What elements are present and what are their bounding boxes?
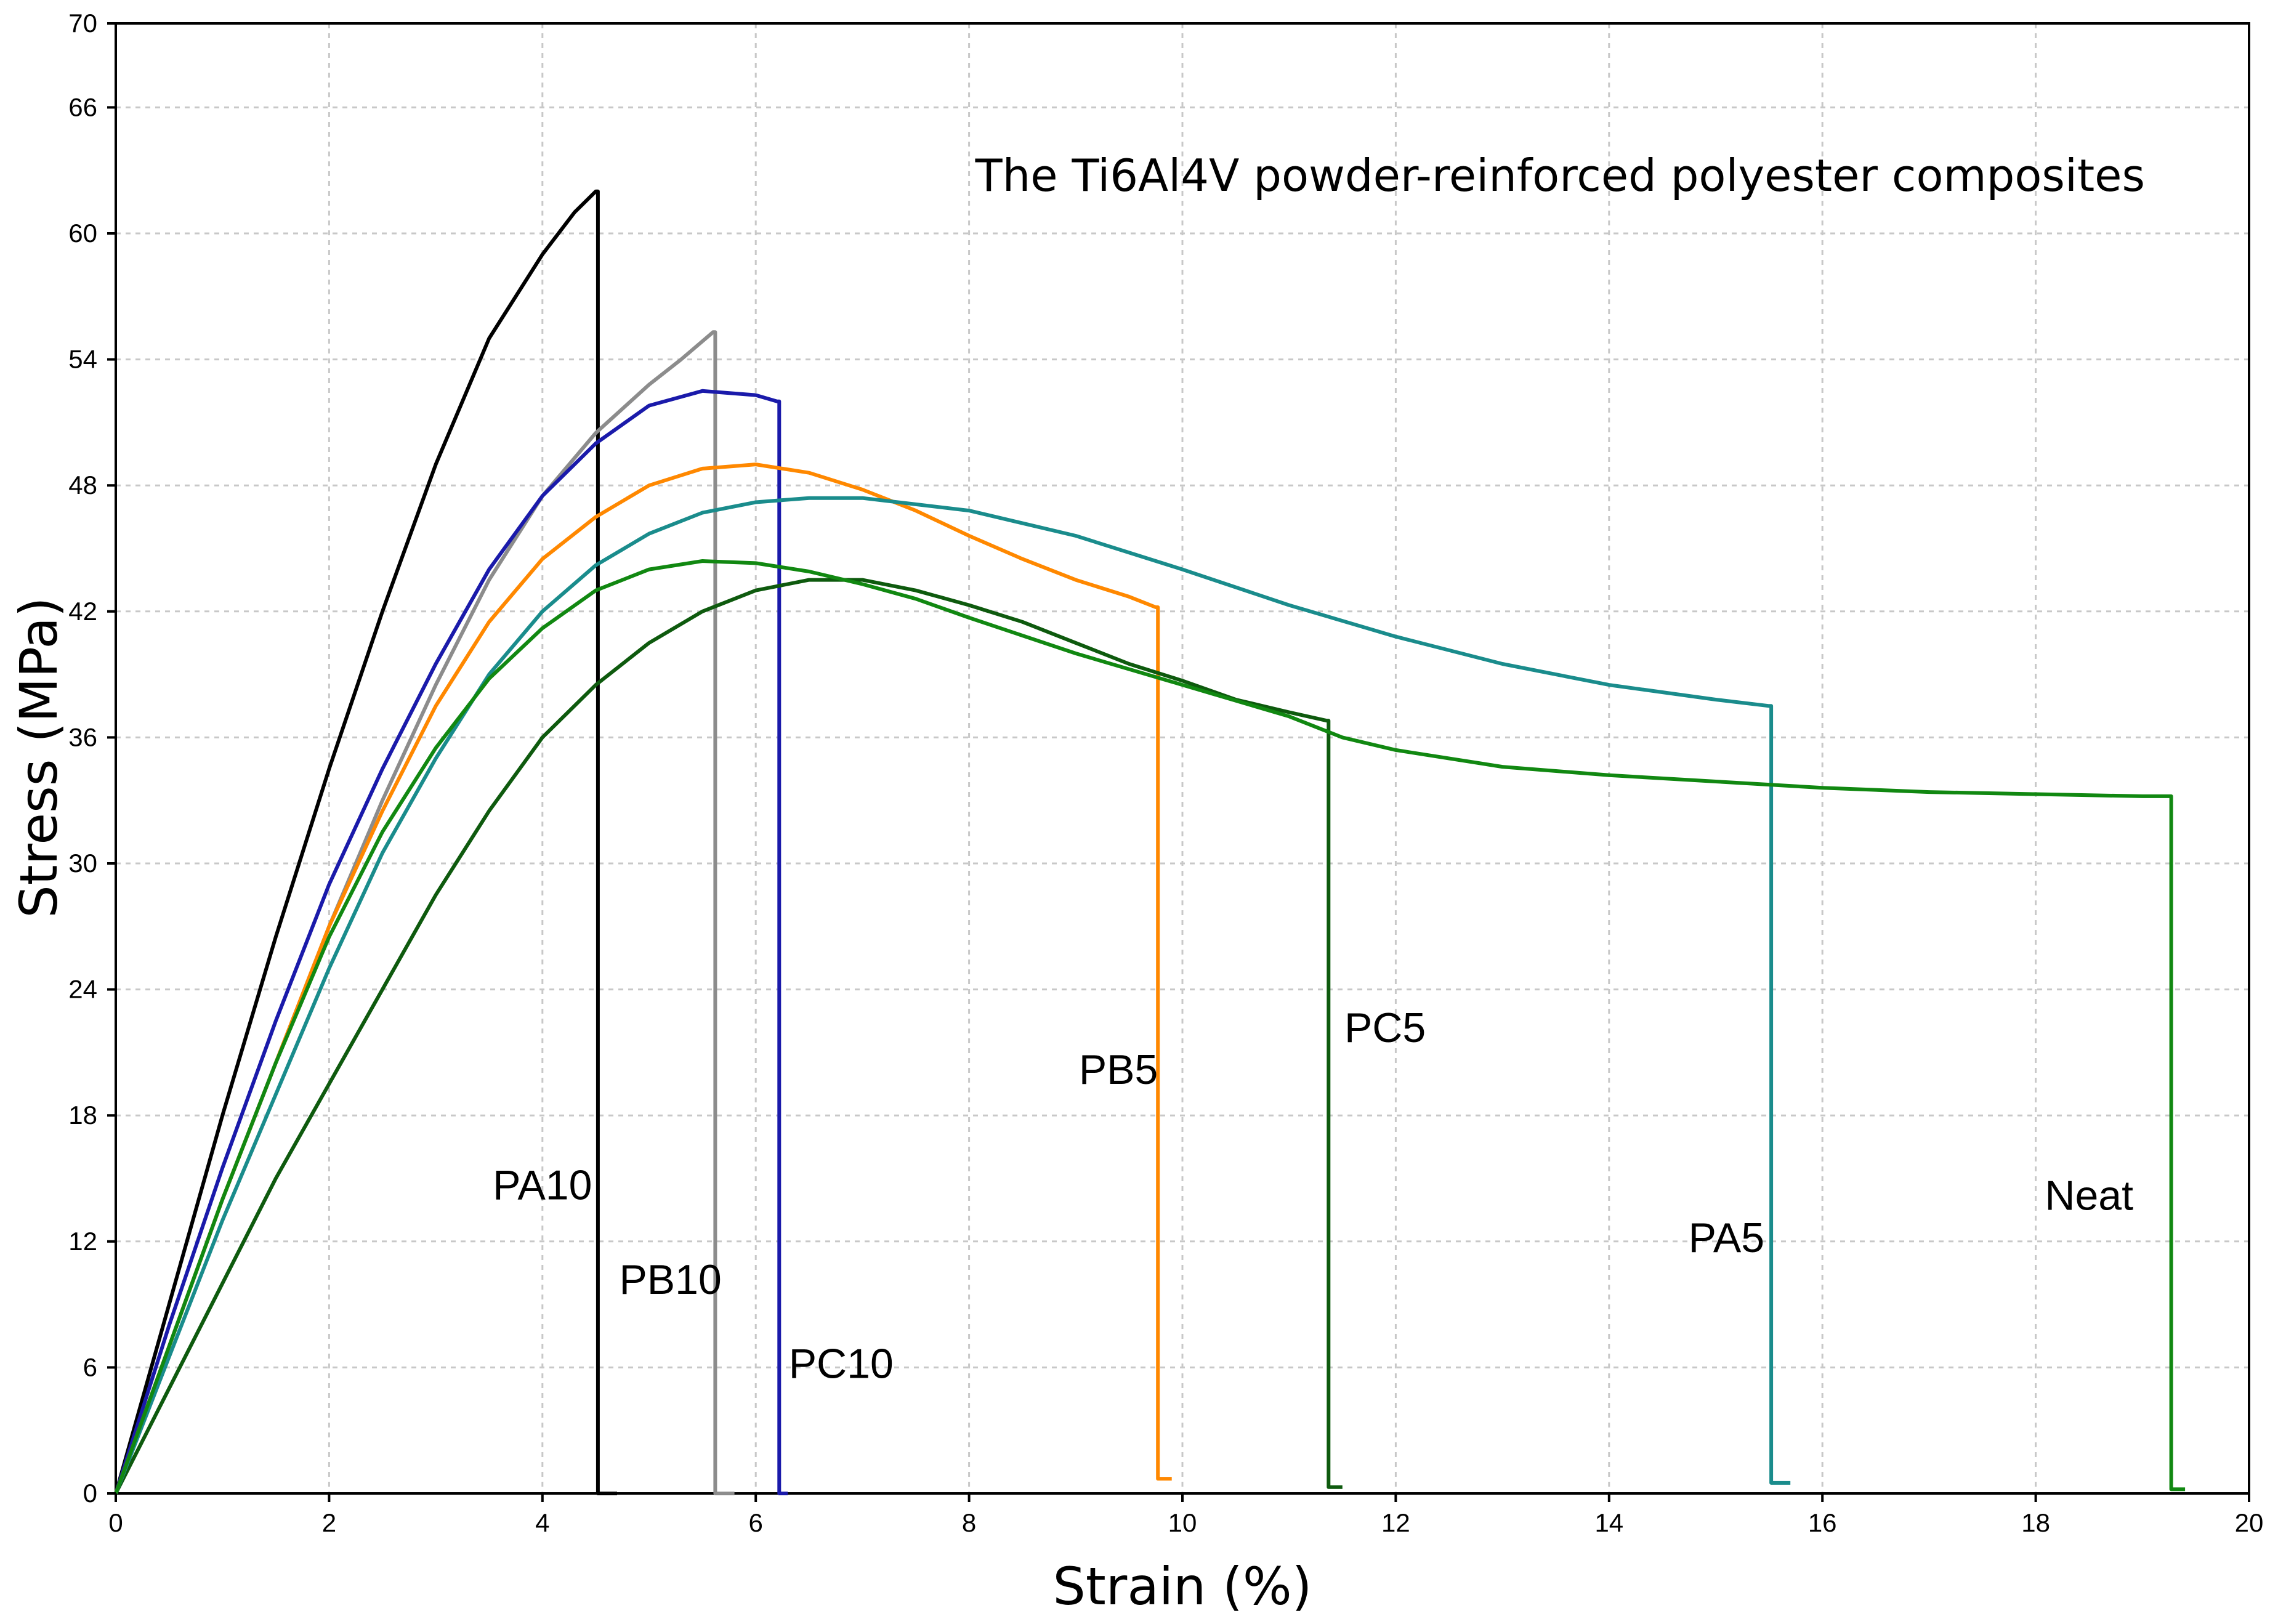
x-tick-label: 16 [1808, 1508, 1837, 1537]
x-tick-label: 8 [962, 1508, 976, 1537]
series-line-pc5 [114, 578, 1343, 1495]
x-tick-label: 0 [108, 1508, 123, 1537]
series-label-pa10: PA10 [493, 1162, 592, 1209]
x-tick-label: 2 [322, 1508, 336, 1537]
y-axis-title: Stress (MPa) [9, 597, 69, 918]
y-tick-label: 66 [68, 92, 97, 121]
x-tick-label: 6 [749, 1508, 763, 1537]
series-label-pb5: PB5 [1079, 1046, 1158, 1093]
y-tick-label: 24 [68, 975, 97, 1004]
series-line-pb5 [114, 463, 1172, 1495]
y-tick-label: 30 [68, 849, 97, 878]
y-tick-label: 18 [68, 1101, 97, 1129]
x-axis-title: Strain (%) [1053, 1556, 1312, 1617]
x-tick-label: 12 [1381, 1508, 1410, 1537]
y-tick-label: 60 [68, 219, 97, 248]
series-labels: PA10 PB10 PC10 PB5 PC5 PA5 Neat [493, 1004, 2133, 1388]
y-tick-label: 42 [68, 597, 97, 626]
y-tick-label: 48 [68, 471, 97, 499]
series-line-pa10 [114, 189, 617, 1495]
series-label-pa5: PA5 [1689, 1214, 1764, 1261]
y-tick-label: 36 [68, 722, 97, 751]
x-tick-label: 4 [535, 1508, 549, 1537]
grid-lines [116, 23, 2249, 1493]
x-tick-label: 18 [2021, 1508, 2050, 1537]
series-label-pc5: PC5 [1344, 1004, 1426, 1051]
series-label-neat: Neat [2045, 1173, 2133, 1219]
series-line-pa5 [114, 496, 1791, 1495]
series-layer [114, 189, 2186, 1495]
y-tick-label: 0 [83, 1479, 97, 1508]
x-tick-label: 14 [1594, 1508, 1623, 1537]
x-axis-ticks: 0 2 4 6 8 10 12 14 16 18 20 [108, 1493, 2263, 1537]
x-tick-label: 20 [2235, 1508, 2264, 1537]
series-line-neat [114, 559, 2186, 1495]
chart-title: The Ti6Al4V powder-reinforced polyester … [975, 150, 2145, 201]
y-tick-label: 12 [68, 1227, 97, 1256]
y-tick-label: 70 [68, 9, 97, 38]
y-tick-label: 6 [83, 1352, 97, 1381]
x-tick-label: 10 [1168, 1508, 1197, 1537]
series-line-pc10 [114, 389, 788, 1495]
series-label-pc10: PC10 [789, 1340, 894, 1387]
y-tick-label: 54 [68, 345, 97, 374]
y-axis-ticks: 0 6 12 18 24 30 36 42 48 54 60 66 70 [68, 9, 116, 1508]
series-label-pb10: PB10 [619, 1256, 721, 1303]
